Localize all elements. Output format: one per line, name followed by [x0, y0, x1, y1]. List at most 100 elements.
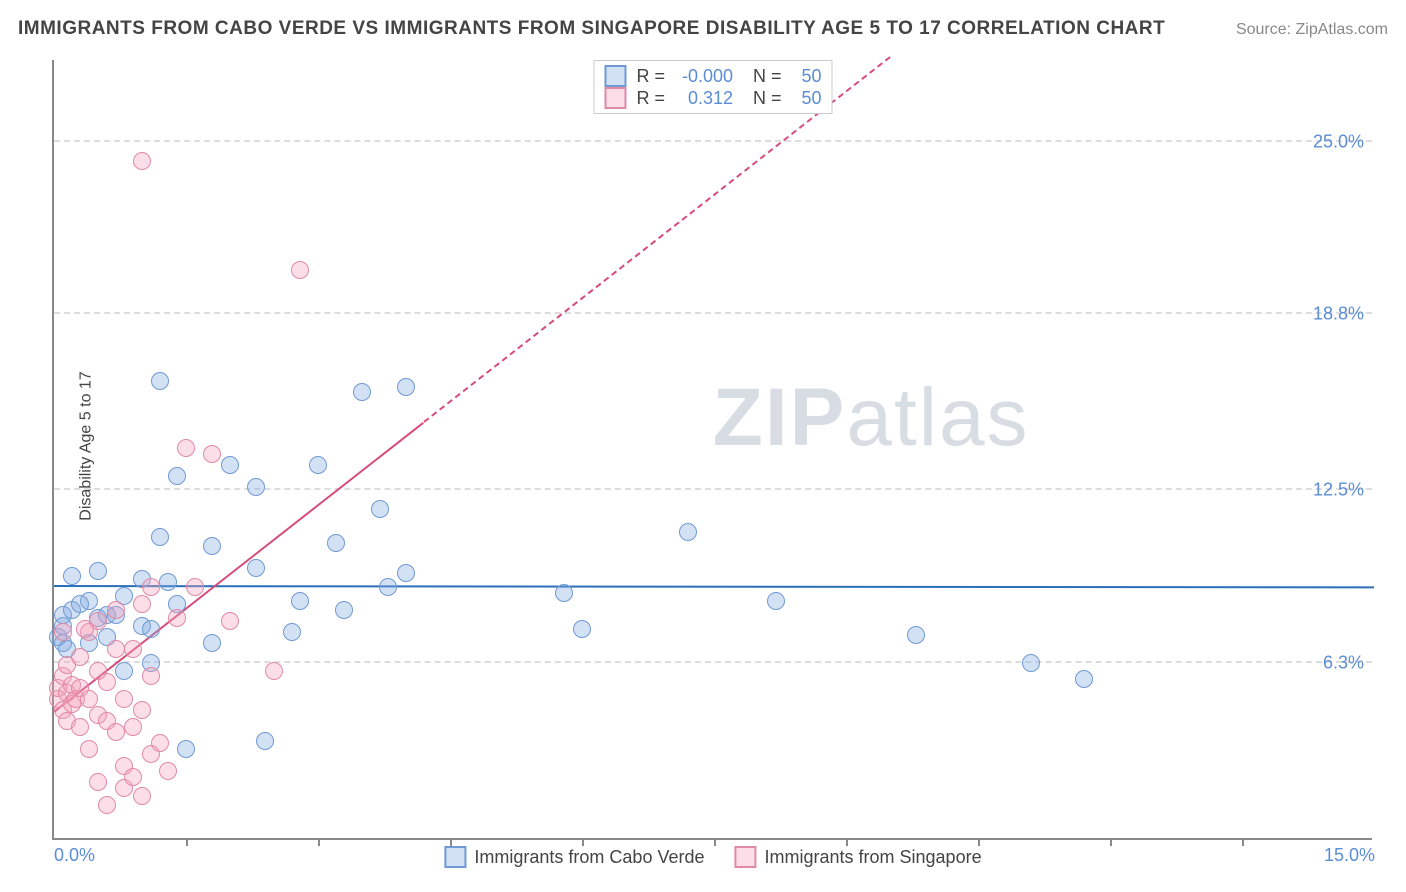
data-point	[76, 620, 94, 638]
data-point	[71, 648, 89, 666]
data-point	[221, 456, 239, 474]
data-point	[159, 573, 177, 591]
data-point	[291, 592, 309, 610]
data-point	[177, 740, 195, 758]
x-tick-mark	[582, 838, 584, 846]
x-tick-mark	[846, 838, 848, 846]
data-point	[335, 601, 353, 619]
legend-r-label: R =	[636, 88, 665, 109]
data-point	[291, 261, 309, 279]
data-point	[151, 372, 169, 390]
legend-r-label: R =	[636, 66, 665, 87]
regression-line	[54, 585, 1374, 588]
data-point	[1022, 654, 1040, 672]
data-point	[80, 690, 98, 708]
legend-n-label: N =	[743, 88, 782, 109]
data-point	[71, 595, 89, 613]
chart-plot-area: ZIPatlas 6.3%12.5%18.8%25.0%0.0%15.0%R =…	[52, 60, 1372, 840]
data-point	[679, 523, 697, 541]
legend-swatch	[735, 846, 757, 868]
chart-title: IMMIGRANTS FROM CABO VERDE VS IMMIGRANTS…	[18, 18, 1165, 40]
x-tick-mark	[978, 838, 980, 846]
data-point	[54, 623, 72, 641]
data-point	[907, 626, 925, 644]
data-point	[168, 467, 186, 485]
x-tick-mark	[714, 838, 716, 846]
x-tick-label: 0.0%	[54, 845, 95, 866]
grid-line	[54, 661, 1372, 663]
data-point	[89, 773, 107, 791]
data-point	[203, 537, 221, 555]
grid-line	[54, 140, 1372, 142]
data-point	[221, 612, 239, 630]
data-point	[371, 500, 389, 518]
y-tick-label: 6.3%	[1323, 652, 1364, 673]
data-point	[71, 718, 89, 736]
legend-swatch	[604, 65, 626, 87]
y-tick-label: 18.8%	[1313, 304, 1364, 325]
grid-line	[54, 312, 1372, 314]
data-point	[98, 673, 116, 691]
watermark: ZIPatlas	[713, 371, 1030, 465]
data-point	[124, 718, 142, 736]
data-point	[63, 567, 81, 585]
data-point	[1075, 670, 1093, 688]
data-point	[142, 620, 160, 638]
watermark-light: atlas	[846, 372, 1029, 463]
data-point	[115, 662, 133, 680]
data-point	[265, 662, 283, 680]
data-point	[151, 528, 169, 546]
data-point	[767, 592, 785, 610]
data-point	[124, 640, 142, 658]
data-point	[379, 578, 397, 596]
watermark-bold: ZIP	[713, 372, 847, 463]
data-point	[115, 690, 133, 708]
legend-row: R = -0.000 N = 50	[604, 65, 821, 87]
data-point	[133, 595, 151, 613]
series-legend: Immigrants from Cabo Verde Immigrants fro…	[434, 846, 991, 868]
legend-n-label: N =	[743, 66, 782, 87]
x-tick-mark	[450, 838, 452, 846]
data-point	[353, 383, 371, 401]
data-point	[159, 762, 177, 780]
data-point	[168, 609, 186, 627]
legend-swatch	[444, 846, 466, 868]
header: IMMIGRANTS FROM CABO VERDE VS IMMIGRANTS…	[18, 18, 1388, 40]
legend-r-value: 0.312	[675, 88, 733, 109]
data-point	[133, 701, 151, 719]
data-point	[309, 456, 327, 474]
data-point	[573, 620, 591, 638]
data-point	[107, 723, 125, 741]
data-point	[283, 623, 301, 641]
data-point	[203, 445, 221, 463]
data-point	[327, 534, 345, 552]
x-tick-mark	[186, 838, 188, 846]
data-point	[247, 478, 265, 496]
legend-swatch	[604, 87, 626, 109]
legend-item: Immigrants from Cabo Verde	[444, 846, 704, 868]
legend-n-value: 50	[792, 88, 822, 109]
legend-row: R = 0.312 N = 50	[604, 87, 821, 109]
data-point	[186, 578, 204, 596]
data-point	[203, 634, 221, 652]
data-point	[142, 578, 160, 596]
legend-label: Immigrants from Singapore	[765, 847, 982, 868]
y-tick-label: 25.0%	[1313, 131, 1364, 152]
data-point	[151, 734, 169, 752]
x-tick-mark	[318, 838, 320, 846]
data-point	[98, 796, 116, 814]
data-point	[107, 601, 125, 619]
data-point	[555, 584, 573, 602]
x-tick-mark	[1242, 838, 1244, 846]
data-point	[142, 667, 160, 685]
data-point	[397, 378, 415, 396]
legend-r-value: -0.000	[675, 66, 733, 87]
data-point	[256, 732, 274, 750]
x-tick-mark	[1110, 838, 1112, 846]
data-point	[89, 562, 107, 580]
data-point	[133, 787, 151, 805]
source-label: Source: ZipAtlas.com	[1236, 21, 1388, 39]
correlation-legend: R = -0.000 N = 50 R = 0.312 N = 50	[593, 60, 832, 114]
data-point	[177, 439, 195, 457]
legend-n-value: 50	[792, 66, 822, 87]
